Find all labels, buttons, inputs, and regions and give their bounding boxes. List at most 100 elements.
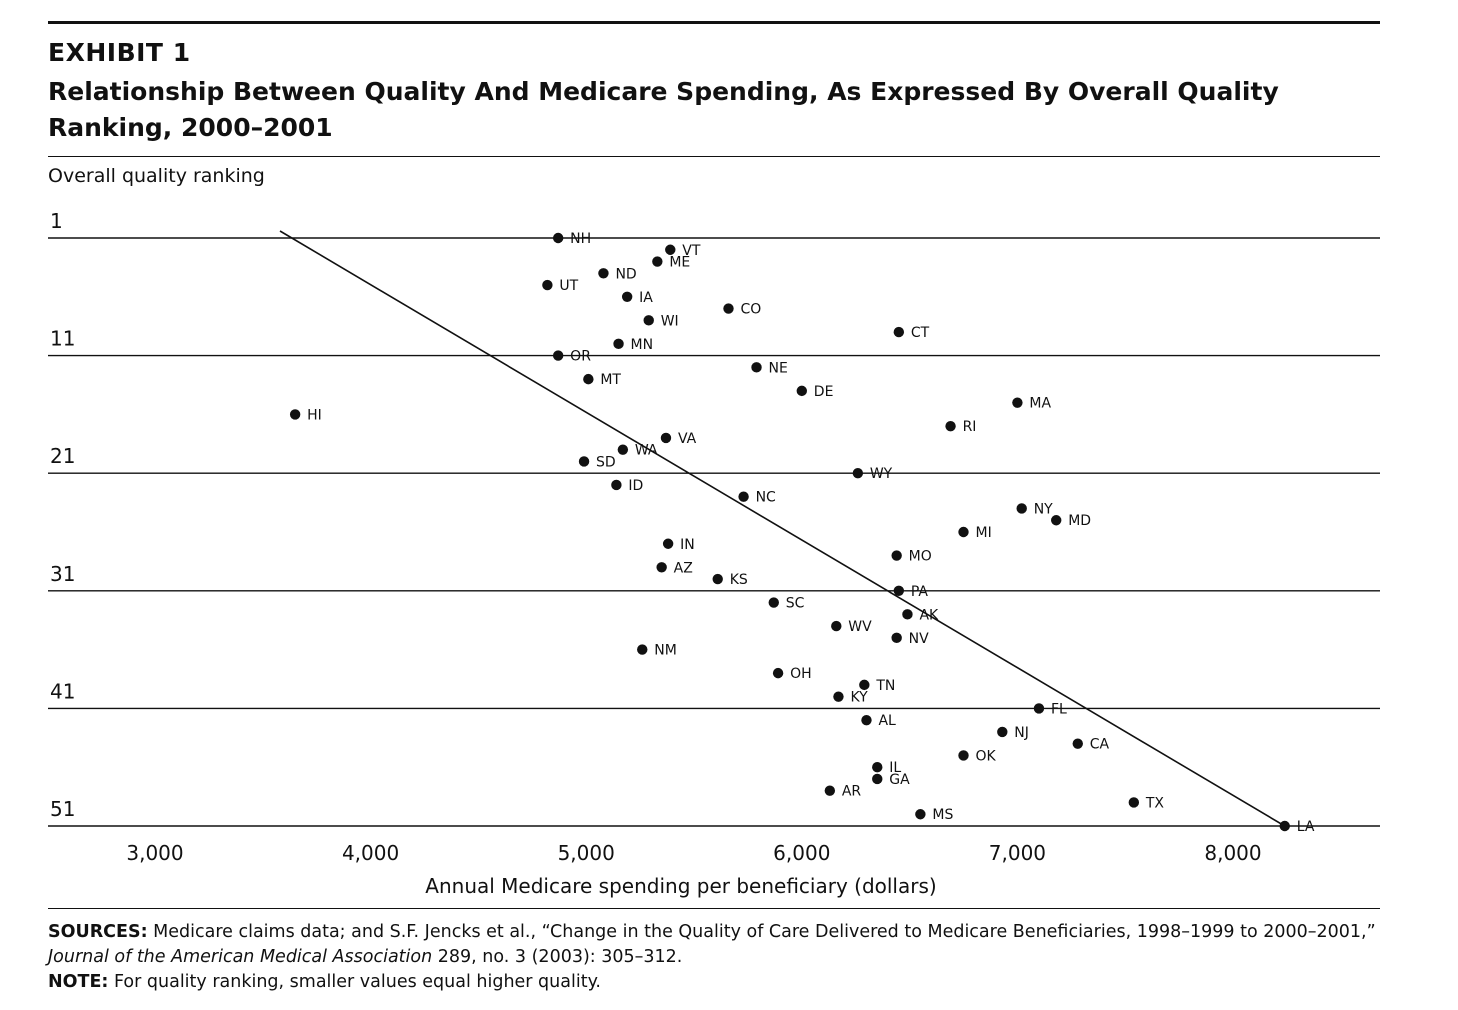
point-label: RI: [963, 419, 977, 435]
data-point-de: [796, 385, 807, 397]
data-point-sd: [578, 456, 590, 467]
point-label: GA: [889, 772, 910, 788]
point-label: AR: [842, 784, 862, 800]
point-label: AK: [919, 607, 939, 623]
data-point-fl: [1033, 703, 1045, 714]
data-point-mi: [958, 526, 969, 538]
data-point-mn: [613, 338, 624, 350]
point-label: CA: [1090, 737, 1110, 753]
point-label: KY: [850, 690, 868, 706]
point-label: VA: [678, 431, 697, 447]
grid-lines: [48, 237, 1380, 827]
point-label: ME: [669, 255, 690, 271]
sources-text-1: Medicare claims data; and S.F. Jencks et…: [147, 922, 1376, 942]
x-axis-label: Annual Medicare spending per beneficiary…: [425, 874, 936, 898]
title-rule: [48, 156, 1380, 157]
sources-label: SOURCES:: [48, 922, 148, 942]
data-point-ne: [751, 362, 762, 373]
data-point-il: [872, 762, 883, 773]
chart-title: Relationship Between Quality And Medicar…: [48, 77, 1279, 142]
data-point-la: [1279, 820, 1290, 832]
point-label: WV: [848, 619, 872, 635]
point-label: AL: [878, 713, 896, 729]
point-label: NV: [909, 631, 929, 647]
x-tick-label: 6,000: [773, 841, 830, 865]
point-label: NE: [769, 360, 788, 376]
x-tick-label: 7,000: [989, 841, 1046, 865]
point-label: PA: [911, 584, 929, 600]
point-label: LA: [1297, 819, 1315, 835]
data-point-va: [660, 432, 672, 444]
point-label: NJ: [1014, 725, 1029, 741]
point-label: MA: [1029, 396, 1051, 412]
point-label: CT: [911, 325, 930, 341]
data-point-ut: [542, 279, 553, 291]
point-label: WA: [635, 443, 658, 459]
data-point-ky: [833, 691, 844, 702]
point-label: HI: [307, 407, 322, 423]
point-label: TX: [1145, 795, 1165, 811]
data-point-nv: [891, 632, 902, 644]
data-point-vt: [665, 244, 676, 255]
point-label: NY: [1034, 501, 1053, 517]
point-label: IN: [680, 537, 695, 553]
x-tick-label: 5,000: [558, 841, 615, 865]
data-point-ri: [945, 420, 956, 432]
point-label: MD: [1068, 513, 1091, 529]
point-label: KS: [730, 572, 748, 588]
data-point-me: [652, 256, 663, 267]
data-point-ga: [872, 773, 883, 785]
data-point-wy: [852, 468, 864, 479]
sources-text-2: 289, no. 3 (2003): 305–312.: [432, 947, 683, 967]
trend-line: [279, 230, 1286, 827]
point-label: SC: [786, 596, 805, 612]
point-label: IA: [639, 290, 653, 306]
data-point-mt: [583, 373, 594, 385]
data-point-ms: [915, 809, 926, 820]
data-point-hi: [289, 409, 301, 420]
point-label: DE: [814, 384, 834, 400]
x-tick-label: 3,000: [126, 841, 183, 865]
data-point-wi: [643, 315, 654, 326]
x-tick-label: 4,000: [342, 841, 399, 865]
note-label: NOTE:: [48, 972, 109, 992]
point-label: VT: [682, 243, 701, 259]
data-point-az: [656, 562, 667, 573]
source-notes: SOURCES: Medicare claims data; and S.F. …: [48, 920, 1378, 995]
x-tick-label: 8,000: [1204, 841, 1261, 865]
data-point-id: [611, 479, 622, 491]
data-point-nh: [552, 232, 564, 244]
note-text: For quality ranking, smaller values equa…: [108, 972, 601, 992]
data-point-nm: [637, 644, 648, 655]
point-label: MO: [909, 549, 932, 565]
data-point-ma: [1012, 397, 1023, 408]
point-label: MS: [932, 807, 953, 823]
y-tick-label: 21: [50, 444, 75, 468]
point-label: TN: [875, 678, 895, 694]
point-label: OR: [570, 349, 591, 365]
data-point-nj: [997, 726, 1008, 738]
data-point-nd: [598, 268, 609, 279]
data-point-tn: [859, 679, 870, 691]
data-point-in: [662, 538, 674, 549]
sources-line: SOURCES: Medicare claims data; and S.F. …: [48, 920, 1378, 970]
x-tick-labels: 3,000 4,000 5,000 6,000 7,000 8,000: [126, 841, 1261, 865]
point-label: NH: [570, 231, 591, 247]
point-label: NC: [756, 490, 776, 506]
footer-rule: [48, 908, 1380, 909]
data-point-wv: [831, 620, 842, 632]
point-label: MI: [976, 525, 992, 541]
point-label: AZ: [674, 560, 693, 576]
data-point-ok: [958, 750, 969, 761]
data-point-md: [1051, 515, 1062, 526]
data-point-oh: [772, 667, 784, 679]
point-label: ND: [615, 266, 636, 282]
point-label: WI: [661, 313, 679, 329]
point-label: MT: [600, 372, 621, 388]
data-point-or: [552, 350, 564, 361]
y-tick-label: 1: [50, 209, 63, 233]
point-label: MN: [631, 337, 654, 353]
